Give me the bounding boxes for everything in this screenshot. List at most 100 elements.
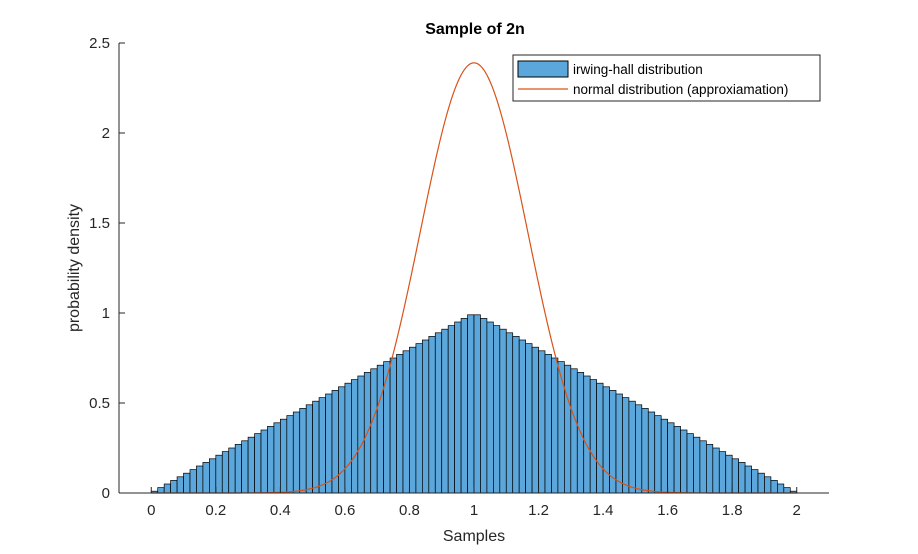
histogram-bar (744, 465, 752, 494)
histogram-bar (686, 433, 694, 494)
histogram-bar (725, 454, 733, 494)
histogram-bar (280, 418, 288, 494)
histogram-bar (512, 336, 520, 494)
histogram-bar (196, 465, 204, 494)
histogram-bar (473, 314, 481, 494)
histogram-bar (370, 368, 378, 494)
histogram-bar (551, 357, 559, 494)
histogram-bar (428, 336, 436, 494)
x-tick-label: 1 (470, 502, 478, 519)
histogram-bar (170, 480, 178, 494)
histogram-bar (660, 418, 668, 494)
histogram-bar (338, 386, 346, 494)
histogram-bar (176, 476, 184, 494)
histogram-bar (673, 426, 681, 494)
histogram-bar (241, 440, 249, 494)
x-axis-label: Samples (443, 528, 505, 545)
x-tick-label: 1.6 (657, 502, 678, 519)
histogram-bar (647, 411, 656, 494)
histogram-bar (596, 382, 604, 494)
y-axis-label: probability density (66, 204, 83, 332)
histogram-bar (357, 375, 365, 494)
histogram-bar (441, 328, 449, 494)
histogram-bar (538, 350, 546, 494)
histogram-bar (402, 350, 410, 494)
histogram-bar (518, 339, 526, 494)
histogram-bar (215, 454, 223, 494)
histogram-bar (712, 447, 720, 494)
histogram-bar (351, 379, 359, 494)
chart-title: Sample of 2n (425, 21, 525, 38)
x-tick-label: 0.6 (334, 502, 355, 519)
histogram-bar (654, 415, 662, 494)
histogram-bar (396, 354, 404, 494)
histogram-bar (389, 357, 397, 494)
legend-swatch-histogram (517, 60, 569, 78)
x-tick-label: 1.8 (722, 502, 743, 519)
histogram-bar (544, 354, 552, 494)
histogram-bar (183, 472, 191, 494)
histogram-bar (260, 429, 268, 494)
histogram-bar (189, 469, 197, 494)
histogram-bar (615, 393, 623, 494)
x-tick-label: 0.2 (205, 502, 226, 519)
x-tick-label: 0.4 (270, 502, 291, 519)
y-tick-label: 2.5 (89, 35, 110, 52)
histogram-bar (783, 487, 791, 494)
histogram-bar (422, 339, 430, 494)
histogram-bar (635, 404, 643, 494)
histogram-bar (525, 343, 533, 494)
histogram-bar (202, 462, 210, 494)
x-tick-label: 1.4 (593, 502, 614, 519)
histogram-bar (254, 433, 262, 494)
legend-label-normal-curve: normal distribution (approxiamation) (573, 82, 788, 97)
y-tick-label: 2 (102, 125, 110, 142)
y-tick-label: 0.5 (89, 395, 110, 412)
histogram-bar (209, 458, 217, 494)
histogram-bar (157, 487, 165, 494)
x-axis-ticks: 0 0.2 0.4 0.6 0.8 1 1.2 1.4 1.6 1.8 2 (147, 487, 801, 519)
histogram-bar (777, 483, 785, 494)
histogram-bar (247, 436, 255, 494)
y-tick-label: 1 (102, 305, 110, 322)
histogram-bar (731, 458, 739, 494)
histogram-bar (454, 321, 462, 494)
histogram-bar (376, 364, 384, 494)
histogram-bar (531, 346, 539, 494)
histogram-bar (505, 332, 514, 494)
histogram-bar (467, 314, 475, 494)
histogram-bar (299, 408, 307, 494)
histogram-bar (770, 480, 778, 494)
histogram-bar (221, 451, 230, 494)
histogram-bar (480, 318, 488, 494)
histogram-bar (415, 343, 423, 494)
plot-area: 0 0.2 0.4 0.6 0.8 1 1.2 1.4 1.6 1.8 2 0 0.5 1 1.5 2 2.5 (89, 35, 829, 519)
histogram-bar (667, 422, 675, 494)
histogram-bar (460, 318, 468, 494)
histogram-bar (680, 429, 688, 494)
histogram-bar (325, 393, 333, 494)
histogram-bar (570, 368, 578, 494)
y-tick-label: 0 (102, 485, 110, 502)
histogram-bar (234, 444, 242, 494)
histogram-bar (409, 346, 417, 494)
histogram-bar (641, 408, 649, 494)
histogram-bar (751, 469, 759, 494)
histogram-bar (699, 440, 707, 494)
histogram-bar (628, 400, 636, 494)
histogram-bars (150, 314, 798, 494)
histogram-bar (602, 386, 610, 494)
histogram-bar (499, 328, 507, 494)
x-tick-label: 1.2 (528, 502, 549, 519)
histogram-bar (764, 476, 772, 494)
y-tick-label: 1.5 (89, 215, 110, 232)
x-tick-label: 0.8 (399, 502, 420, 519)
histogram-bar (583, 375, 591, 494)
histogram-bar (706, 444, 714, 494)
histogram-bar (757, 472, 765, 494)
histogram-bar (228, 447, 236, 494)
x-tick-label: 0 (147, 502, 155, 519)
legend: irwing-hall distribution normal distribu… (512, 54, 821, 102)
histogram-bar (557, 361, 565, 494)
